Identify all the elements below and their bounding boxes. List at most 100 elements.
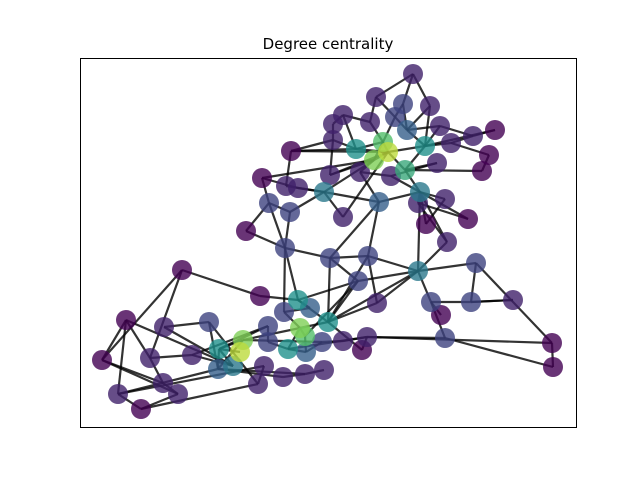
graph-node (108, 384, 128, 404)
graph-node (320, 165, 340, 185)
graph-node (367, 293, 387, 313)
graph-edge (366, 335, 553, 345)
graph-edge (327, 255, 369, 323)
graph-node (296, 342, 316, 362)
graph-node (273, 367, 293, 387)
graph-node (258, 332, 278, 352)
graph-node (466, 253, 486, 273)
graph-edge (444, 336, 554, 369)
chart-title: Degree centrality (263, 35, 394, 53)
graph-node (248, 374, 268, 394)
graph-node (346, 139, 366, 159)
graph-node (153, 373, 173, 393)
graph-node (430, 116, 450, 136)
graph-node (250, 286, 270, 306)
graph-node (357, 327, 377, 347)
graph-edge (101, 269, 183, 361)
graph-node (366, 87, 386, 107)
graph-edge (304, 280, 359, 337)
graph-edge (282, 247, 287, 313)
graph-edge (101, 358, 164, 385)
graph-node (274, 302, 294, 322)
graph-node (92, 350, 112, 370)
graph-node (427, 153, 447, 173)
graph-node (333, 331, 353, 351)
graph-node (458, 209, 478, 229)
graph-node (280, 202, 300, 222)
graph-node (131, 399, 151, 419)
plot-frame (80, 58, 577, 428)
graph-node (288, 290, 308, 310)
graph-node (314, 182, 334, 202)
graph-node (420, 96, 440, 116)
graph-node (254, 356, 274, 376)
graph-node (350, 162, 370, 182)
graph-node (312, 332, 332, 352)
graph-node (421, 292, 441, 312)
graph-node (314, 360, 334, 380)
graph-node (252, 168, 272, 188)
graph-node (230, 342, 250, 362)
graph-node (416, 214, 436, 234)
graph-node (116, 310, 136, 330)
graph-edge (191, 324, 269, 357)
graph-node (182, 345, 202, 365)
graph-node (542, 333, 562, 353)
graph-edge (116, 319, 128, 395)
graph-edge (329, 201, 380, 259)
graph-node (441, 133, 461, 153)
graph-node (397, 120, 417, 140)
graph-node (290, 318, 310, 338)
graph-node (395, 160, 415, 180)
graph-edge (163, 326, 234, 367)
graph-node (172, 260, 192, 280)
graph-node (276, 176, 296, 196)
graph-node (236, 221, 256, 241)
graph-node (258, 316, 278, 336)
graph-node (385, 107, 405, 127)
graph-node (333, 207, 353, 227)
graph-node (295, 364, 315, 384)
graph-node (479, 145, 499, 165)
graph-node (259, 193, 279, 213)
graph-edge (125, 318, 234, 368)
graph-node (278, 339, 298, 359)
graph-node (369, 192, 389, 212)
graph-node (461, 292, 481, 312)
graph-edge (357, 269, 419, 283)
graph-node (281, 141, 301, 161)
graph-node (168, 384, 188, 404)
graph-node (378, 142, 398, 162)
graph-node (543, 357, 563, 377)
graph-node (410, 182, 430, 202)
graph-node (472, 161, 492, 181)
graph-edge (148, 269, 184, 359)
graph-edge (261, 158, 375, 180)
graph-node (348, 271, 368, 291)
graph-node (209, 339, 229, 359)
graph-node (485, 120, 505, 140)
graph-node (323, 130, 343, 150)
graph-node (358, 246, 378, 266)
graph-node (503, 290, 523, 310)
graph-edge (424, 128, 496, 148)
graph-node (360, 112, 380, 132)
graph-node (323, 114, 343, 134)
node-layer (92, 64, 563, 419)
graph-node (415, 136, 435, 156)
graph-node (154, 317, 174, 337)
graph-node (435, 328, 455, 348)
graph-node (435, 189, 455, 209)
graph-node (408, 261, 428, 281)
graph-edge (181, 268, 261, 298)
graph-edge (140, 382, 259, 411)
graph-node (320, 248, 340, 268)
graph-node (275, 238, 295, 258)
graph-node (403, 64, 423, 84)
graph-node (199, 312, 219, 332)
graph-node (318, 312, 338, 332)
graph-node (208, 359, 228, 379)
graph-node (463, 126, 483, 146)
